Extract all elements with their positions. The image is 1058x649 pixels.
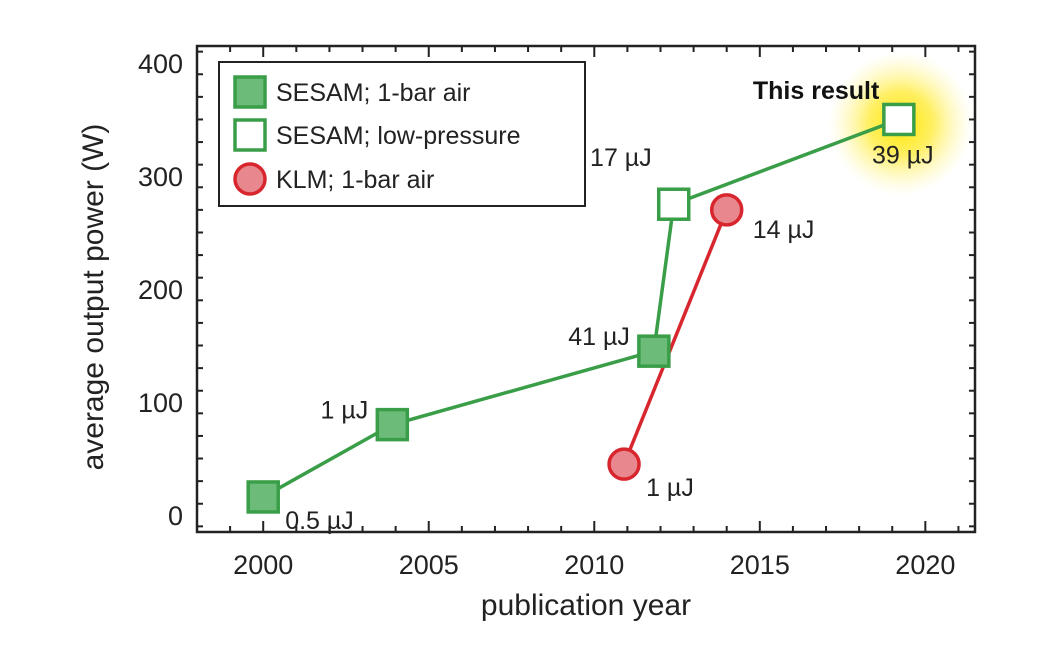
y-tick-label: 300 <box>138 162 183 192</box>
point-label: 39 µJ <box>872 141 934 169</box>
legend-marker-sesam-1bar <box>233 75 267 109</box>
point-sesam-1bar <box>246 480 280 514</box>
x-tick-label: 2005 <box>399 550 459 580</box>
plot-frame <box>195 44 977 534</box>
point-label: 14 µJ <box>753 216 815 244</box>
legend-marker-sesam-lowpressure <box>233 118 267 152</box>
point-klm <box>709 193 744 227</box>
point-label: 1 µJ <box>321 397 369 425</box>
x-tick-label: 2015 <box>730 550 790 580</box>
y-axis-title: average output power (W) <box>77 124 110 471</box>
legend-label: KLM; 1-bar air <box>276 166 434 194</box>
point-sesam-1bar <box>637 334 671 368</box>
point-label: 41 µJ <box>568 323 630 351</box>
y-tick-label: 100 <box>138 388 183 418</box>
x-tick-label: 2020 <box>895 550 955 580</box>
y-tick-label: 200 <box>138 275 183 305</box>
point-sesam-lowpressure <box>656 187 691 221</box>
series-line-klm <box>622 209 729 465</box>
point-sesam-lowpressure <box>882 102 916 137</box>
point-label: 1 µJ <box>646 474 694 502</box>
legend-marker-klm <box>233 162 267 196</box>
y-tick-label: 400 <box>138 49 183 79</box>
series-line-sesam-1bar <box>262 203 676 499</box>
point-sesam-1bar <box>375 407 410 442</box>
legend-label: SESAM; 1-bar air <box>276 79 471 107</box>
y-tick-label: 0 <box>168 501 183 531</box>
series-line-sesam-lowpressure <box>673 117 900 206</box>
point-klm <box>607 447 641 481</box>
x-tick-label: 2000 <box>233 550 293 580</box>
legend-box <box>218 61 586 207</box>
x-tick-label: 2010 <box>564 550 624 580</box>
point-label: 0.5 µJ <box>285 507 354 535</box>
point-label: 17 µJ <box>590 144 652 172</box>
x-axis-title: publication year <box>481 589 691 622</box>
legend-label: SESAM; low-pressure <box>276 122 521 150</box>
annotation-this-result: This result <box>753 77 880 105</box>
